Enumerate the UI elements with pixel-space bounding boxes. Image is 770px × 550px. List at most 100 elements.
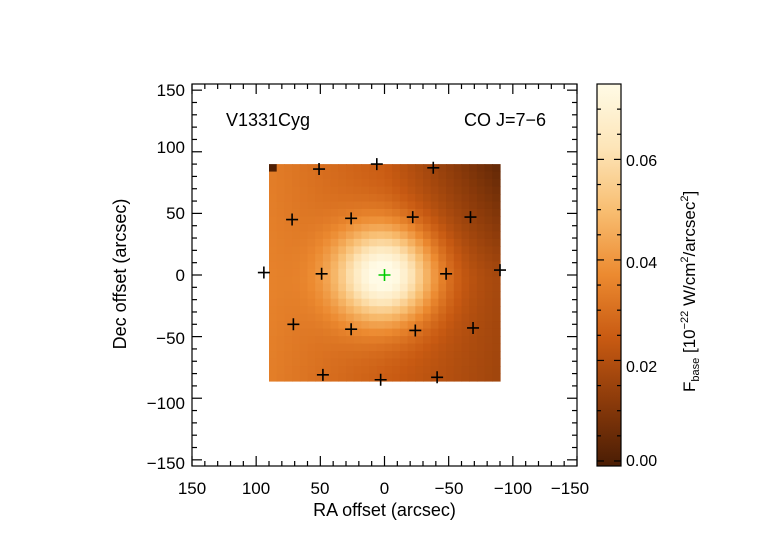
heatmap-cell [384,306,393,315]
heatmap-cell [269,238,278,247]
heatmap-cell [353,291,362,300]
heatmap-cell [407,171,416,180]
heatmap-cell [269,313,278,322]
heatmap-cell [415,164,424,173]
heatmap-cell [330,298,339,307]
heatmap-cell [361,201,370,210]
heatmap-cell [430,246,439,255]
heatmap-cell [284,373,293,382]
spaxel-marker [345,323,358,336]
heatmap-cell [284,291,293,300]
heatmap-cell [469,351,478,360]
y-tick-label-150: 150 [157,81,185,100]
heatmap-cell [446,306,455,315]
heatmap-cell [292,201,301,210]
heatmap-cell [453,358,463,367]
heatmap-cell [438,328,447,337]
heatmap-cell [476,216,486,225]
heatmap-cell [392,231,401,240]
heatmap-cell [269,291,278,300]
heatmap-cell [476,328,486,337]
heatmap-cell [392,201,401,210]
heatmap-cell [461,298,470,307]
heatmap-cell [407,283,416,292]
heatmap-cell [292,208,301,218]
heatmap-cell [269,358,278,367]
heatmap-cell [407,208,416,218]
heatmap-cell [353,208,362,218]
heatmap-cell [484,283,493,292]
heatmap-cell [353,194,362,203]
heatmap-cell [384,343,393,352]
heatmap-cell [469,171,478,180]
heatmap-cell [384,366,393,375]
heatmap-cell [369,231,378,240]
heatmap-cell [438,283,447,292]
heatmap-cell [361,194,370,203]
heatmap-cell [476,164,486,173]
heatmap-cell [423,238,432,247]
heatmap-cell [322,336,332,345]
heatmap-cell [353,351,362,360]
heatmap-cell [384,358,393,367]
heatmap-cell [461,373,470,382]
heatmap-cell [384,291,393,300]
heatmap-cell [392,261,401,270]
heatmap-cell [299,194,309,203]
heatmap-cell [407,246,416,255]
heatmap-cell [453,336,463,345]
heatmap-cell [322,268,332,277]
heatmap-cell [423,283,432,292]
heatmap-cell [299,313,309,322]
heatmap-cell [476,291,486,300]
heatmap-cell [338,336,347,345]
spaxel-marker [406,211,419,224]
heatmap-cell [415,238,424,247]
heatmap-cell [361,358,370,367]
heatmap-cell [446,268,455,277]
spaxel-marker [431,371,444,384]
heatmap-cell [384,179,393,188]
heatmap-cell [330,186,339,195]
heatmap-cell [453,238,463,247]
heatmap-cell [299,291,309,300]
heatmap-cell [415,194,424,203]
heatmap-cell [423,216,432,225]
heatmap-cell [453,253,463,262]
heatmap-cell [276,321,285,330]
heatmap-cell [492,179,501,188]
heatmap-cell [453,179,463,188]
heatmap-cell [438,358,447,367]
heatmap-cell [346,276,355,285]
heatmap-cell [276,343,285,352]
heatmap-cell [476,283,486,292]
heatmap-cell [384,268,393,277]
heatmap-cell [438,238,447,247]
heatmap-cell [469,366,478,375]
heatmap-cell [307,208,316,218]
heatmap-cell [346,238,355,247]
heatmap-cell [369,298,378,307]
cb-tick-label-0: 0.00 [626,453,657,470]
heatmap-cell [430,283,439,292]
heatmap-cell [338,321,347,330]
heatmap-cell [284,351,293,360]
heatmap-cell [446,321,455,330]
heatmap-cell [292,283,301,292]
heatmap-cell [415,313,424,322]
colorbar-ticks [597,108,621,462]
heatmap-cell [492,313,501,322]
heatmap-cell [330,253,339,262]
heatmap-cell [392,328,401,337]
heatmap-cell [469,216,478,225]
heatmap-cell [461,171,470,180]
heatmap-cell [369,373,378,382]
heatmap-cell [469,208,478,218]
heatmap-cell [384,276,393,285]
heatmap-cell [322,366,332,375]
heatmap-cell [446,238,455,247]
heatmap-cell [430,336,439,345]
heatmap-cell [469,164,478,173]
heatmap-cell [276,291,285,300]
cb-tick-label-1: 0.02 [626,359,657,376]
